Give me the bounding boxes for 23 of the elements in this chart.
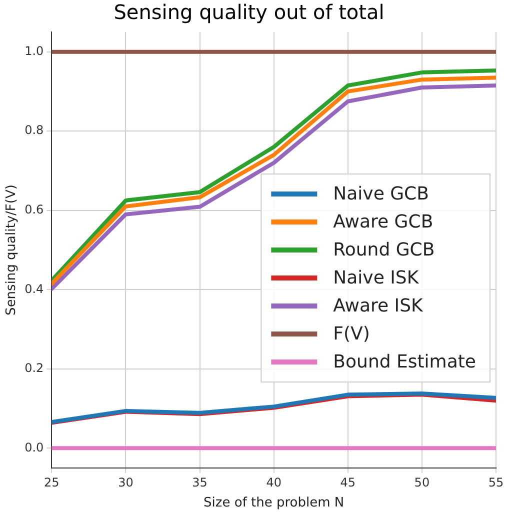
x-tick-label: 45 [340,475,356,490]
legend-label: F(V) [333,324,370,345]
chart-title: Sensing quality out of total [114,0,384,24]
y-tick-label: 0.6 [24,202,44,216]
x-tick-label: 30 [118,475,134,490]
x-tick-label: 25 [44,475,60,490]
legend-label: Round GCB [333,240,435,261]
legend-label: Aware ISK [333,296,424,317]
legend-label: Naive GCB [333,184,429,205]
y-tick-label: 1.0 [24,44,44,58]
x-tick-label: 50 [414,475,430,490]
x-axis-title: Size of the problem N [204,496,344,511]
legend-label: Naive ISK [333,268,420,289]
y-tick-label: 0.4 [24,282,44,296]
y-tick-label: 0.0 [24,440,44,454]
x-tick-label: 35 [192,475,208,490]
legend-label: Bound Estimate [333,352,476,373]
y-tick-label: 0.8 [24,123,44,138]
x-tick-label: 55 [488,475,504,490]
y-tick-label: 0.2 [24,361,44,376]
y-axis-title: Sensing quality/F(V) [4,184,20,316]
x-tick-label: 40 [266,475,282,490]
legend-label: Aware GCB [333,212,434,233]
